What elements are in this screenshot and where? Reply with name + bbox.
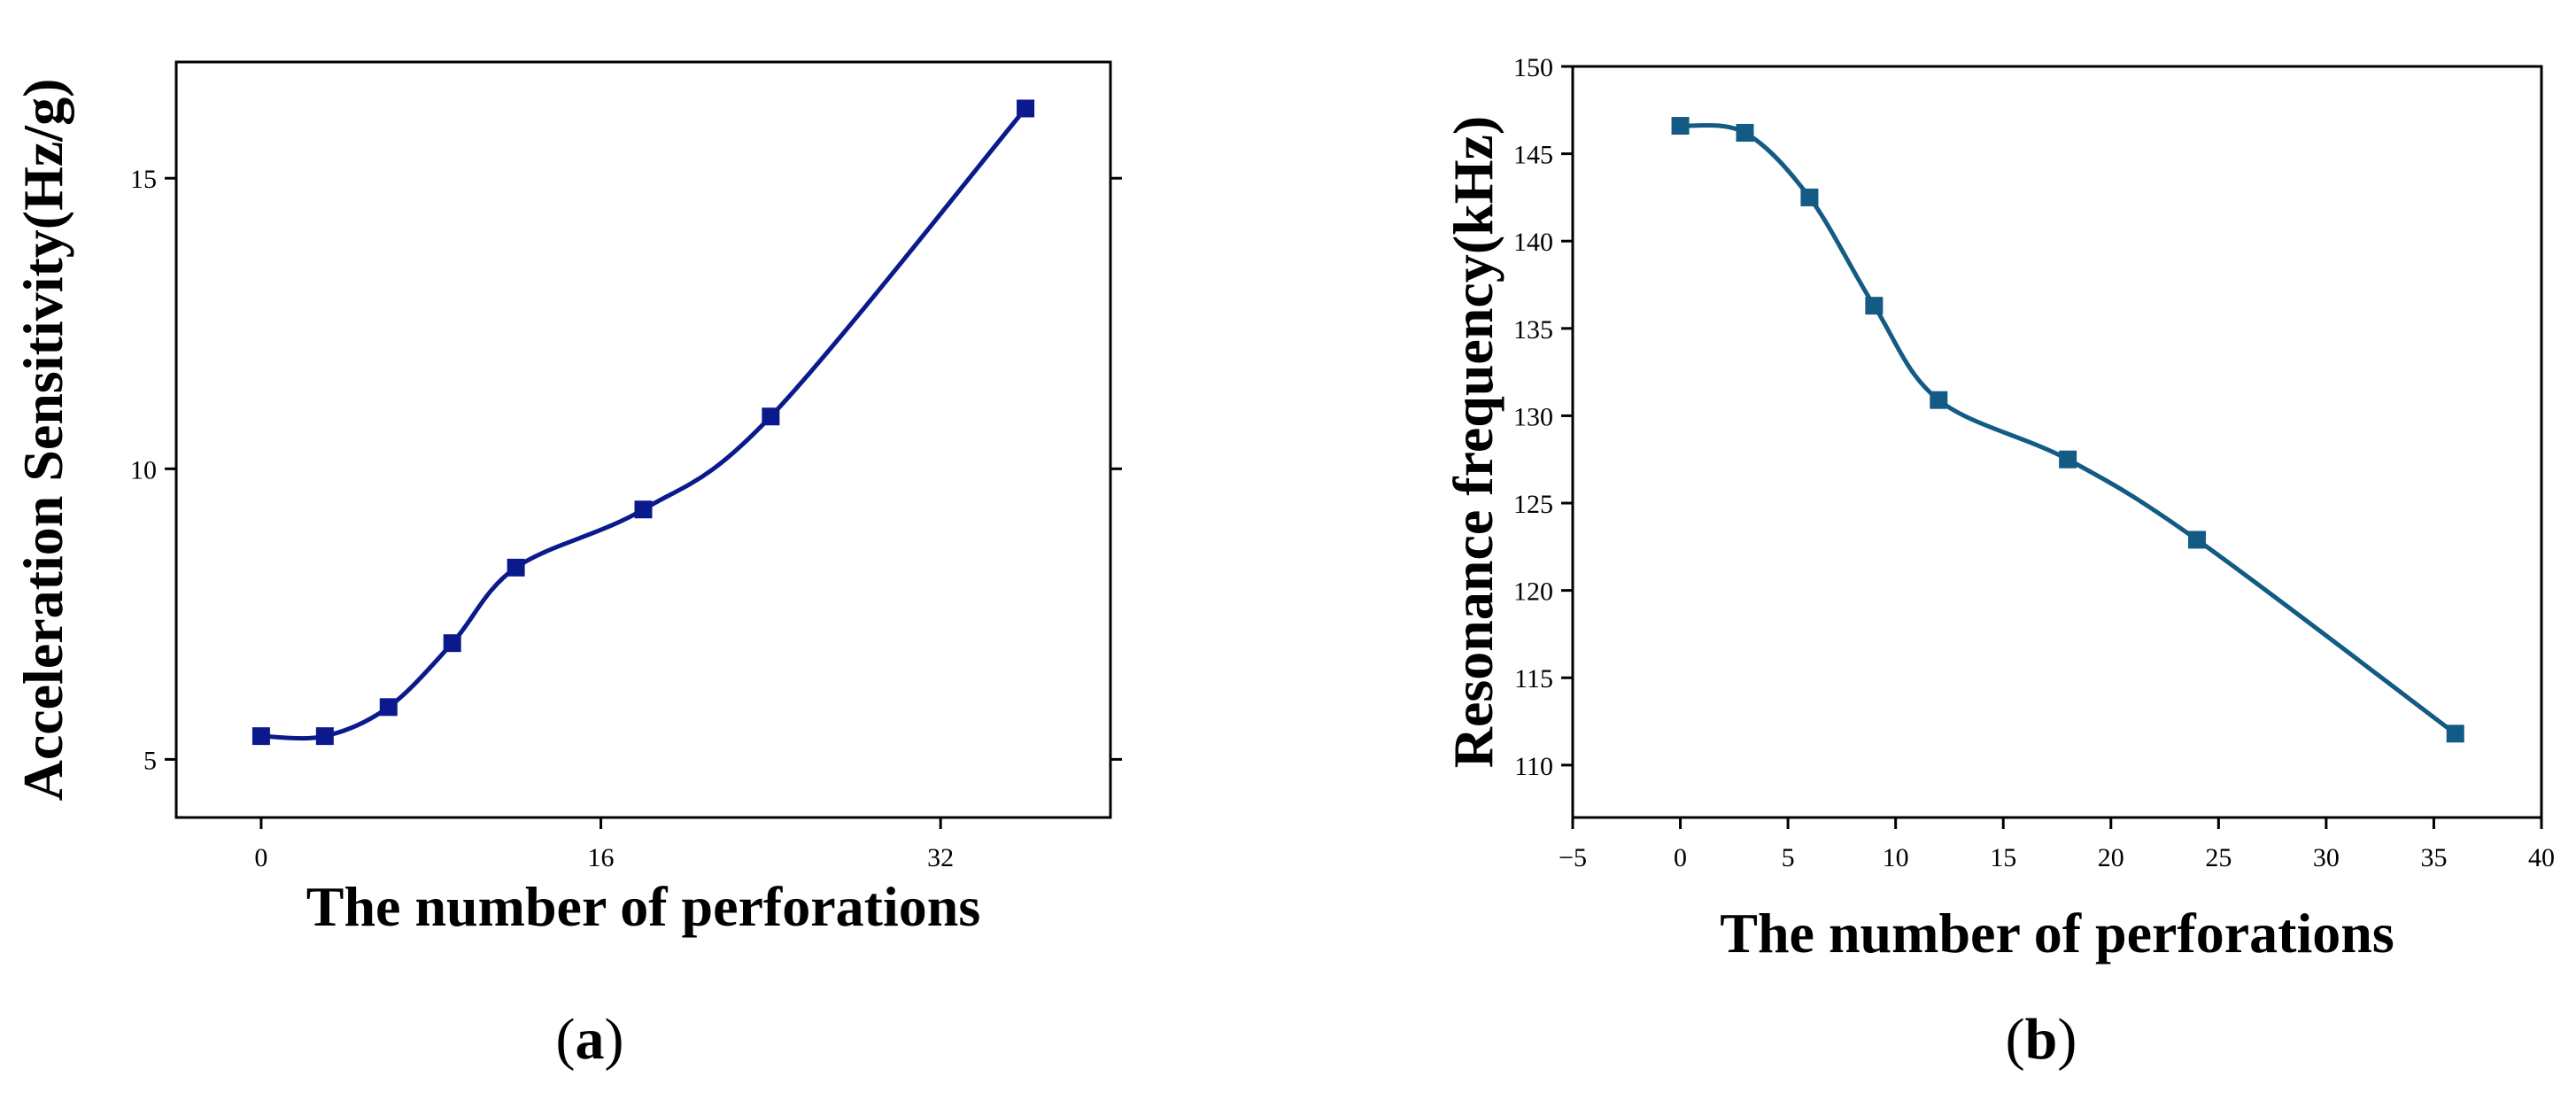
chart-panel-b: −5 0 5 10 15 20 25 30 35 40 110 115 120 125 130 135 140 1… — [1442, 53, 2555, 1072]
y-tick-label: 10 — [130, 455, 157, 484]
x-tick-label: 35 — [2420, 843, 2447, 872]
x-tick-label: 40 — [2528, 843, 2555, 872]
data-point — [2446, 724, 2464, 743]
x-tick-label: 5 — [1782, 843, 1795, 872]
data-point — [251, 727, 270, 746]
data-point — [1800, 188, 1819, 206]
plot-frame — [174, 60, 1112, 819]
x-tick-label: 30 — [2313, 843, 2340, 872]
y-tick-label: 115 — [1514, 664, 1553, 693]
x-axis-title: The number of perforations — [306, 875, 980, 938]
x-tick-label: 15 — [1990, 843, 2016, 872]
x-tick-label: 16 — [588, 843, 615, 872]
panel-label: (b) — [2006, 1007, 2077, 1072]
y-tick-label: 120 — [1513, 577, 1553, 607]
data-point — [1930, 391, 1948, 409]
data-point — [443, 634, 461, 653]
data-point — [315, 727, 334, 746]
panel-letter: b — [2025, 1007, 2058, 1072]
x-tick-label: 0 — [254, 843, 267, 872]
data-point — [507, 558, 525, 577]
data-point — [1671, 117, 1690, 136]
data-point — [762, 407, 780, 426]
y-tick-label: 125 — [1513, 490, 1553, 519]
data-point — [1736, 123, 1754, 142]
y-axis-title: Acceleration Sensitivity(Hz/g) — [12, 79, 74, 802]
data-point — [634, 500, 653, 519]
data-point — [2059, 450, 2077, 469]
data-point — [1017, 99, 1035, 118]
x-tick-label: 10 — [1883, 843, 1909, 872]
data-point — [379, 698, 398, 717]
x-tick-label: 25 — [2205, 843, 2232, 872]
y-tick-label: 140 — [1513, 228, 1553, 257]
y-tick-label: 150 — [1513, 53, 1553, 82]
y-tick-label: 130 — [1513, 402, 1553, 431]
y-tick-label: 145 — [1513, 141, 1553, 170]
chart-panel-a: 0 16 32 5 10 15 The number of perforations Acce… — [12, 60, 1122, 1072]
plot-frame — [1571, 65, 2543, 819]
panel-letter: a — [576, 1007, 605, 1072]
x-tick-label: 20 — [2098, 843, 2124, 872]
series-line — [260, 106, 1028, 741]
x-tick-label: 0 — [1674, 843, 1687, 872]
y-tick-label: 5 — [143, 746, 157, 775]
series-line — [1680, 122, 2457, 736]
y-tick-label: 110 — [1514, 752, 1553, 781]
x-axis-title: The number of perforations — [1720, 902, 2394, 965]
data-point — [1865, 297, 1884, 315]
y-axis-title: Resonance frequency(kHz) — [1442, 116, 1505, 769]
y-tick-label: 135 — [1513, 315, 1553, 345]
x-tick-label: 32 — [927, 843, 954, 872]
data-point — [2188, 531, 2207, 549]
panel-label: (a) — [556, 1007, 624, 1072]
x-tick-label: −5 — [1559, 843, 1587, 872]
y-tick-label: 15 — [130, 165, 157, 194]
